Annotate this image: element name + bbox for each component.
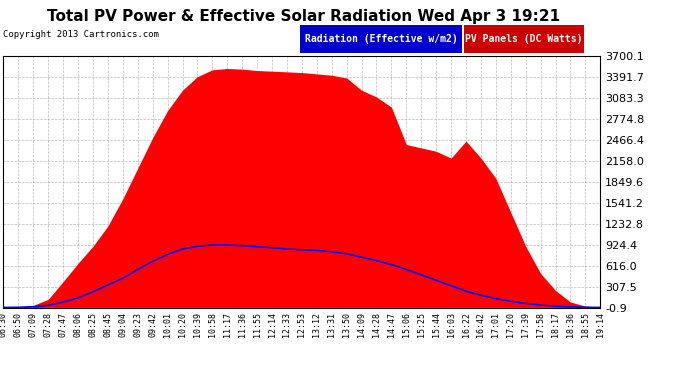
Text: Total PV Power & Effective Solar Radiation Wed Apr 3 19:21: Total PV Power & Effective Solar Radiati… bbox=[47, 9, 560, 24]
Text: Copyright 2013 Cartronics.com: Copyright 2013 Cartronics.com bbox=[3, 30, 159, 39]
Text: PV Panels (DC Watts): PV Panels (DC Watts) bbox=[465, 34, 583, 44]
Text: Radiation (Effective w/m2): Radiation (Effective w/m2) bbox=[305, 34, 457, 44]
